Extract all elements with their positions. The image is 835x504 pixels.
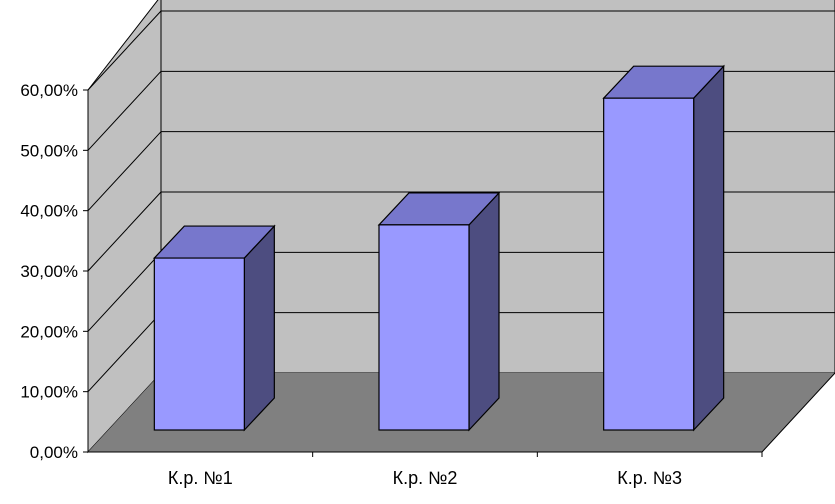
side-wall	[87, 0, 162, 454]
x-axis-labels: К.р. №1 К.р. №2 К.р. №3	[168, 468, 682, 488]
y-tick-label: 30,00%	[20, 262, 78, 281]
x-category-label: К.р. №1	[168, 468, 233, 488]
bar-2	[378, 224, 470, 431]
floor-edge	[761, 372, 835, 453]
bar-side	[468, 191, 500, 432]
gridline-side	[87, 10, 162, 91]
gridline-side	[87, 191, 162, 272]
gridline-side	[87, 131, 162, 212]
bar-side	[693, 64, 725, 432]
y-tick-label: 20,00%	[20, 322, 78, 341]
bar-side	[243, 224, 275, 432]
y-tick-label: 10,00%	[20, 383, 78, 402]
y-axis-labels: 0,00% 10,00% 20,00% 30,00% 40,00% 50,00% 60,00…	[20, 81, 78, 462]
y-tick-label: 0,00%	[30, 443, 78, 462]
axes	[83, 89, 835, 457]
y-tick-label: 60,00%	[20, 81, 78, 100]
bar-3	[603, 97, 695, 431]
y-tick-label: 50,00%	[20, 141, 78, 160]
y-tick-label: 40,00%	[20, 202, 78, 221]
bar-1	[153, 257, 245, 431]
gridline-side	[87, 70, 162, 151]
x-category-label: К.р. №2	[393, 468, 458, 488]
bars	[152, 64, 726, 432]
gridline-side	[87, 251, 162, 332]
x-category-label: К.р. №3	[617, 468, 682, 488]
gridline-side	[87, 312, 162, 393]
